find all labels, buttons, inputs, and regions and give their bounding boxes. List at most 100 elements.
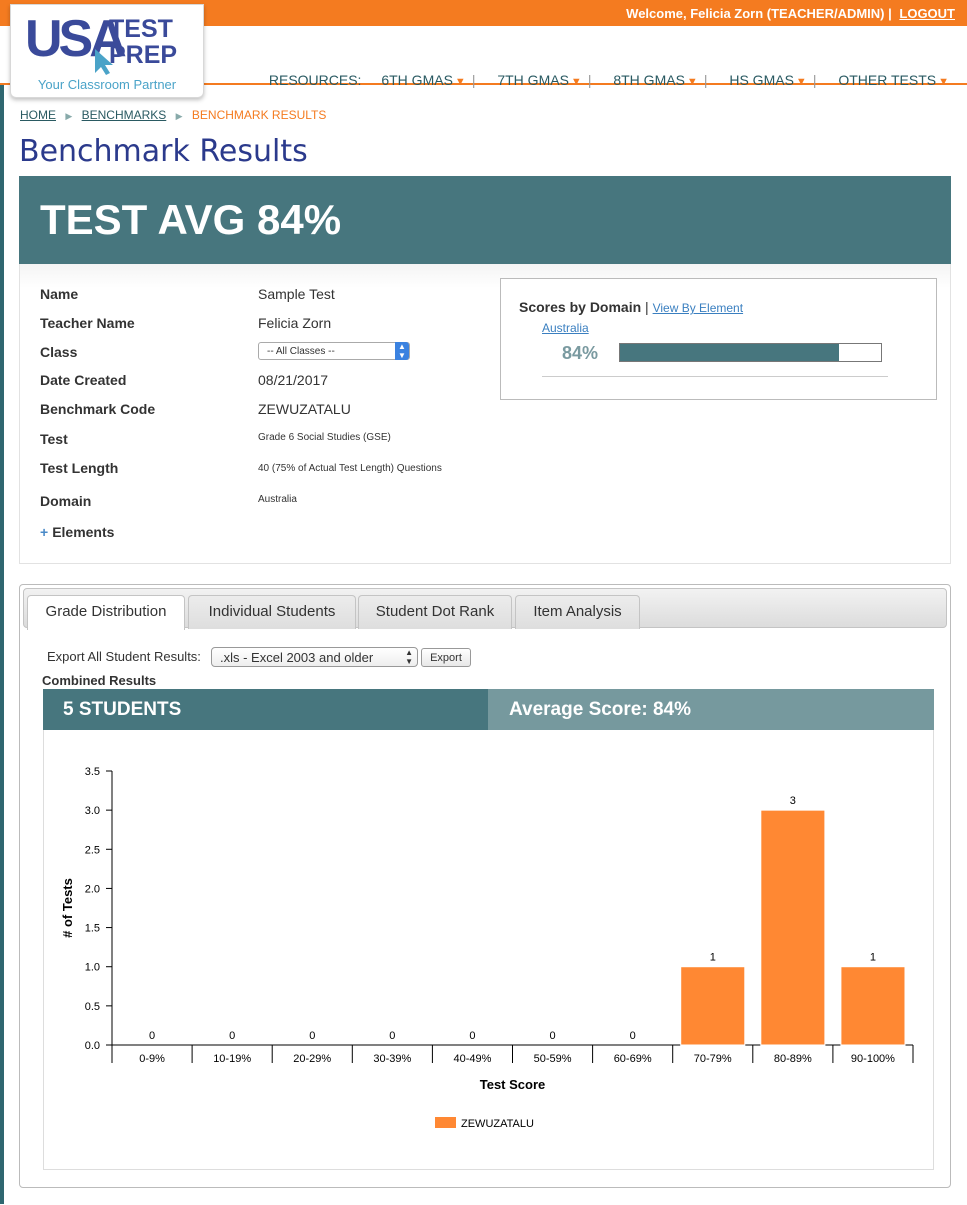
data-label: 0 — [149, 1030, 155, 1042]
data-label: 3 — [790, 795, 796, 807]
select-arrows-icon: ▲ ▼ — [405, 648, 413, 666]
nav-resources-label: RESOURCES: — [268, 72, 362, 88]
y-tick-label: 3.0 — [85, 805, 100, 817]
breadcrumb-benchmarks[interactable]: BENCHMARKS — [81, 108, 167, 122]
class-label: Class — [40, 344, 78, 360]
tab-bar: Grade Distribution Individual Students S… — [23, 588, 947, 630]
class-select[interactable]: -- All Classes -- ▲ ▼ — [258, 342, 410, 360]
data-label: 0 — [469, 1030, 475, 1042]
logo[interactable]: USA TEST PREP Your Classroom Partner — [10, 4, 204, 98]
stats-band: 5 STUDENTS Average Score: 84% — [43, 689, 934, 730]
dropdown-triangle-icon: ▼ — [686, 76, 698, 88]
x-tick-label: 10-19% — [213, 1053, 251, 1065]
grade-distribution-chart: 0.0 0.5 1.0 1.5 2.0 2.5 3.0 3.5 0-9% 0 10-19% 0 20-2… — [43, 730, 934, 1170]
tab-grade-distribution[interactable]: Grade Distribution — [27, 595, 185, 630]
welcome-text: Welcome, Felicia Zorn (TEACHER/ADMIN) — [626, 6, 885, 21]
combined-results-heading: Combined Results — [42, 673, 157, 688]
x-tick-label: 40-49% — [453, 1053, 491, 1065]
test-avg-text: TEST AVG 84% — [40, 196, 342, 243]
breadcrumb-home[interactable]: HOME — [20, 108, 56, 122]
domain-link-australia[interactable]: Australia — [542, 321, 589, 335]
main-nav: RESOURCES: 6TH GMAS ▼ | 7TH GMAS ▼ | 8TH GMA… — [268, 72, 949, 88]
legend-label: ZEWUZATALU — [461, 1118, 534, 1130]
dropdown-triangle-icon: ▼ — [454, 76, 466, 88]
y-tick-label: 2.0 — [85, 883, 100, 895]
export-button[interactable]: Export — [421, 648, 471, 667]
x-tick-label: 20-29% — [293, 1053, 331, 1065]
logout-link[interactable]: LOGOUT — [899, 6, 955, 21]
legend-swatch — [435, 1117, 456, 1128]
elements-toggle[interactable]: + Elements — [40, 524, 114, 540]
x-tick-label: 80-89% — [774, 1053, 812, 1065]
average-score: Average Score: 84% — [488, 689, 934, 730]
length-value: 40 (75% of Actual Test Length) Questions — [258, 463, 442, 474]
breadcrumb: HOME ▶ BENCHMARKS ▶ BENCHMARK RESULTS — [20, 108, 326, 122]
tab-student-dot-rank[interactable]: Student Dot Rank — [358, 595, 512, 629]
domain-label: Domain — [40, 493, 92, 509]
name-value: Sample Test — [258, 286, 335, 302]
domain-score-fill — [620, 344, 840, 361]
logo-usa: USA — [25, 10, 127, 68]
logo-test: TEST — [109, 15, 173, 43]
results-panel: Grade Distribution Individual Students S… — [19, 584, 951, 1188]
y-tick-label: 0.5 — [85, 1001, 100, 1013]
nav-item-7th-gmas[interactable]: 7TH GMAS ▼ — [497, 72, 582, 88]
breadcrumb-current: BENCHMARK RESULTS — [191, 108, 327, 122]
domain-score-bar — [619, 343, 882, 362]
nav-item-hs-gmas[interactable]: HS GMAS ▼ — [729, 72, 807, 88]
data-label: 0 — [630, 1030, 636, 1042]
x-tick-label: 90-100% — [851, 1053, 895, 1065]
nav-item-other-tests[interactable]: OTHER TESTS ▼ — [838, 72, 949, 88]
x-tick-label: 50-59% — [534, 1053, 572, 1065]
date-label: Date Created — [40, 372, 127, 388]
x-tick-label: 30-39% — [373, 1053, 411, 1065]
length-label: Test Length — [40, 460, 119, 476]
data-label: 0 — [309, 1030, 315, 1042]
elements-label: Elements — [52, 524, 115, 540]
y-tick-label: 3.5 — [85, 766, 100, 778]
test-value: Grade 6 Social Studies (GSE) — [258, 432, 391, 443]
tab-individual-students[interactable]: Individual Students — [188, 595, 356, 629]
welcome-separator: | — [888, 6, 892, 21]
export-format-value: .xls - Excel 2003 and older — [220, 650, 374, 665]
logo-prep: PREP — [109, 41, 178, 69]
nav-item-6th-gmas[interactable]: 6TH GMAS ▼ — [381, 72, 466, 88]
teacher-value: Felicia Zorn — [258, 315, 332, 331]
export-label: Export All Student Results: — [47, 649, 201, 664]
y-tick-label: 1.5 — [85, 923, 100, 935]
data-label: 0 — [549, 1030, 555, 1042]
y-tick-label: 0.0 — [85, 1040, 100, 1052]
y-axis-title: # of Tests — [60, 878, 75, 938]
view-by-element-link[interactable]: View By Element — [652, 301, 744, 315]
data-label: 0 — [229, 1030, 235, 1042]
plus-icon: + — [40, 524, 49, 540]
student-count: 5 STUDENTS — [43, 689, 488, 730]
test-avg-banner: TEST AVG 84% — [19, 176, 951, 264]
page-title: Benchmark Results — [19, 134, 308, 169]
left-rail — [0, 0, 4, 1204]
x-axis-title: Test Score — [480, 1077, 546, 1092]
x-tick-label: 70-79% — [694, 1053, 732, 1065]
logo-tagline: Your Classroom Partner — [37, 77, 177, 92]
nav-item-8th-gmas[interactable]: 8TH GMAS ▼ — [613, 72, 698, 88]
export-format-select[interactable]: .xls - Excel 2003 and older ▲ ▼ — [211, 647, 418, 667]
code-label: Benchmark Code — [40, 401, 156, 417]
y-tick-label: 2.5 — [85, 844, 100, 856]
breadcrumb-arrow-icon: ▶ — [175, 111, 183, 121]
bar — [840, 966, 906, 1046]
bar — [680, 966, 746, 1046]
y-tick-label: 1.0 — [85, 962, 100, 974]
name-label: Name — [40, 286, 79, 302]
data-label: 1 — [870, 952, 876, 964]
benchmark-details: Name Sample Test Teacher Name Felicia Zo… — [19, 264, 951, 564]
x-tick-label: 0-9% — [139, 1053, 165, 1065]
scores-heading-text: Scores by Domain — [519, 299, 642, 315]
breadcrumb-arrow-icon: ▶ — [65, 111, 73, 121]
code-value: ZEWUZATALU — [258, 401, 351, 417]
date-value: 08/21/2017 — [258, 372, 329, 388]
scores-by-domain-heading: Scores by Domain | View By Element — [519, 299, 743, 315]
tab-item-analysis[interactable]: Item Analysis — [515, 595, 640, 629]
class-select-value: -- All Classes -- — [267, 346, 335, 357]
data-label: 1 — [710, 952, 716, 964]
